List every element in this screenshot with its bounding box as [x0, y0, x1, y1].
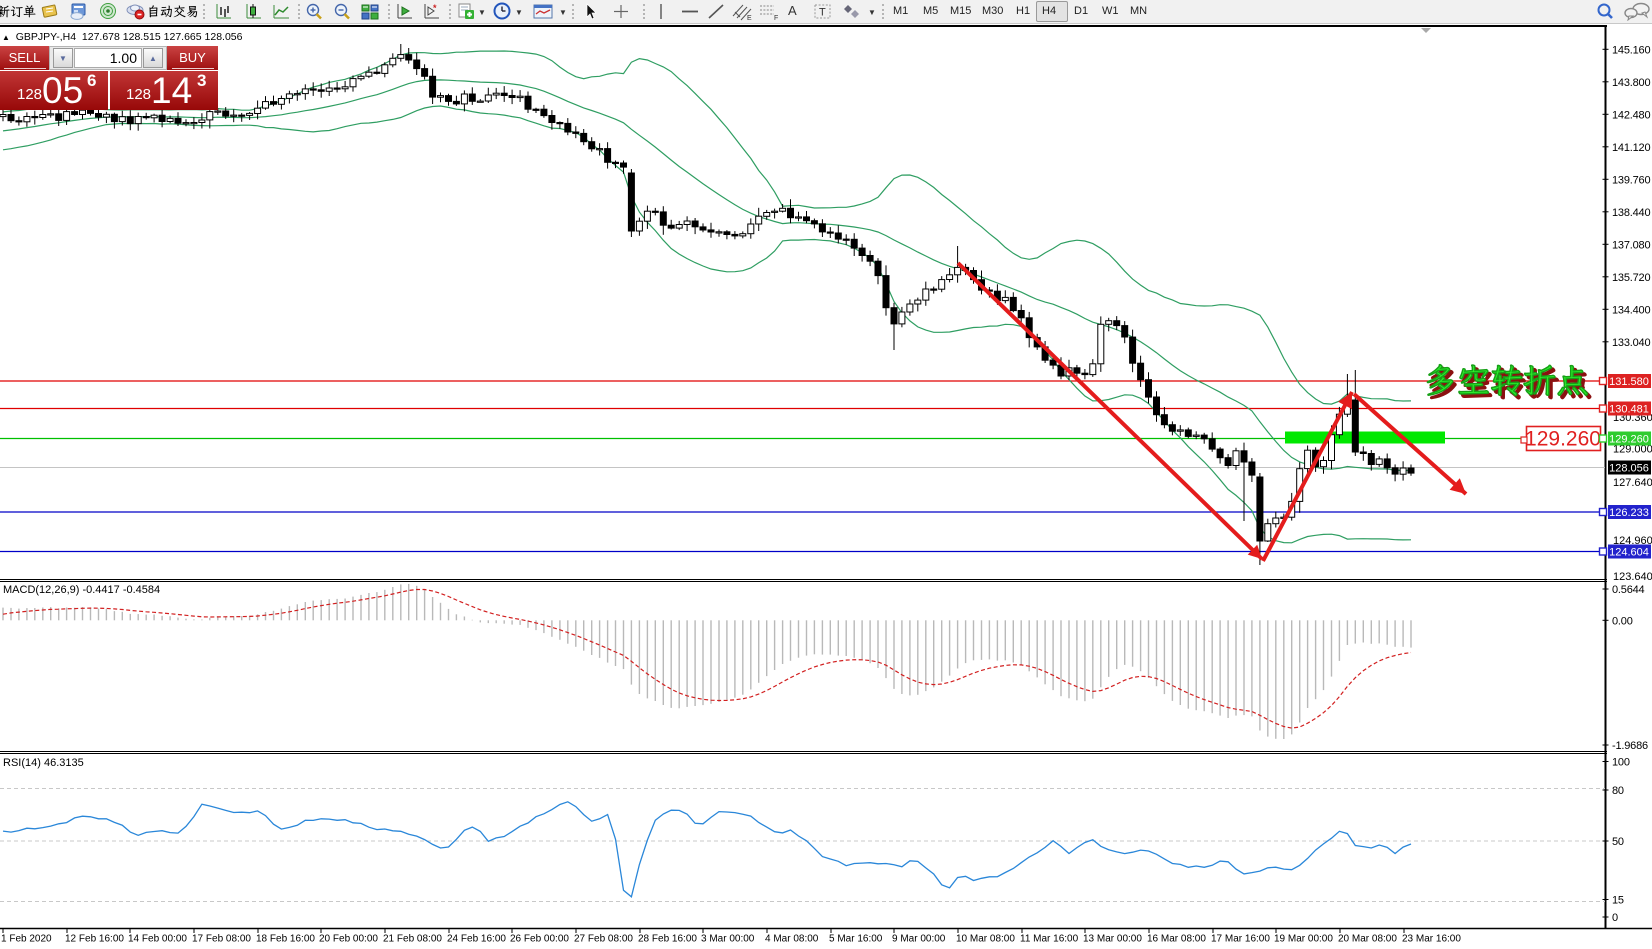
svg-text:15: 15: [1612, 895, 1624, 907]
svg-text:128.056: 128.056: [1609, 463, 1649, 475]
svg-text:143.800: 143.800: [1612, 77, 1650, 89]
svg-text:50: 50: [1612, 836, 1624, 848]
svg-text:*: *: [433, 3, 437, 13]
svg-text:28 Feb 16:00: 28 Feb 16:00: [638, 934, 697, 945]
svg-text:27 Feb 08:00: 27 Feb 08:00: [574, 934, 633, 945]
svg-text:100: 100: [1612, 757, 1630, 769]
svg-text:-1.9686: -1.9686: [1612, 740, 1648, 752]
svg-text:130.481: 130.481: [1609, 404, 1649, 416]
svg-text:10 Mar 08:00: 10 Mar 08:00: [956, 934, 1015, 945]
svg-text:13 Mar 00:00: 13 Mar 00:00: [1083, 934, 1142, 945]
svg-text:23 Mar 16:00: 23 Mar 16:00: [1402, 934, 1461, 945]
svg-text:RSI(14) 46.3135: RSI(14) 46.3135: [3, 757, 84, 769]
svg-text:0: 0: [1612, 912, 1618, 924]
svg-text:142.480: 142.480: [1612, 109, 1650, 121]
svg-text:17 Mar 16:00: 17 Mar 16:00: [1211, 934, 1270, 945]
svg-text:131.580: 131.580: [1609, 376, 1649, 388]
svg-text:17 Feb 08:00: 17 Feb 08:00: [192, 934, 251, 945]
svg-text:0.00: 0.00: [1612, 615, 1633, 627]
svg-text:124.960: 124.960: [1613, 535, 1652, 547]
svg-text:134.400: 134.400: [1612, 304, 1650, 316]
svg-text:3 Mar 00:00: 3 Mar 00:00: [701, 934, 755, 945]
svg-text:135.720: 135.720: [1612, 272, 1650, 284]
svg-text:129.260: 129.260: [1609, 434, 1649, 446]
svg-text:138.440: 138.440: [1612, 207, 1650, 219]
svg-text:127.640: 127.640: [1613, 477, 1652, 489]
svg-text:141.120: 141.120: [1612, 142, 1650, 154]
svg-text:19 Mar 00:00: 19 Mar 00:00: [1274, 934, 1333, 945]
svg-text:24 Feb 16:00: 24 Feb 16:00: [447, 934, 506, 945]
svg-text:20 Feb 00:00: 20 Feb 00:00: [319, 934, 378, 945]
svg-text:T: T: [819, 7, 826, 19]
svg-text:E: E: [747, 15, 752, 21]
svg-text:18 Feb 16:00: 18 Feb 16:00: [256, 934, 315, 945]
svg-text:12 Feb 16:00: 12 Feb 16:00: [65, 934, 124, 945]
svg-text:11 Mar 16:00: 11 Mar 16:00: [1020, 934, 1079, 945]
svg-text:F: F: [774, 15, 778, 21]
svg-text:26 Feb 00:00: 26 Feb 00:00: [510, 934, 569, 945]
svg-text:123.640: 123.640: [1613, 571, 1652, 583]
svg-text:145.160: 145.160: [1612, 44, 1650, 56]
svg-text:16 Mar 08:00: 16 Mar 08:00: [1147, 934, 1206, 945]
svg-text:MACD(12,26,9) -0.4417 -0.4584: MACD(12,26,9) -0.4417 -0.4584: [3, 584, 160, 596]
svg-text:21 Feb 08:00: 21 Feb 08:00: [383, 934, 442, 945]
svg-text:124.604: 124.604: [1609, 547, 1649, 559]
svg-text:4 Mar 08:00: 4 Mar 08:00: [765, 934, 819, 945]
svg-text:0.5644: 0.5644: [1612, 584, 1645, 596]
svg-text:126.233: 126.233: [1609, 507, 1649, 519]
svg-text:9 Mar 00:00: 9 Mar 00:00: [892, 934, 946, 945]
svg-text:129.260: 129.260: [1525, 428, 1601, 451]
svg-text:80: 80: [1612, 785, 1624, 797]
svg-text:129.000: 129.000: [1613, 444, 1652, 456]
svg-text:1 Feb 2020: 1 Feb 2020: [1, 934, 52, 945]
svg-text:137.080: 137.080: [1612, 239, 1650, 251]
svg-text:5 Mar 16:00: 5 Mar 16:00: [829, 934, 883, 945]
svg-text:133.040: 133.040: [1612, 337, 1650, 349]
svg-text:20 Mar 08:00: 20 Mar 08:00: [1338, 934, 1397, 945]
svg-text:139.760: 139.760: [1612, 174, 1650, 186]
svg-text:14 Feb 00:00: 14 Feb 00:00: [128, 934, 187, 945]
